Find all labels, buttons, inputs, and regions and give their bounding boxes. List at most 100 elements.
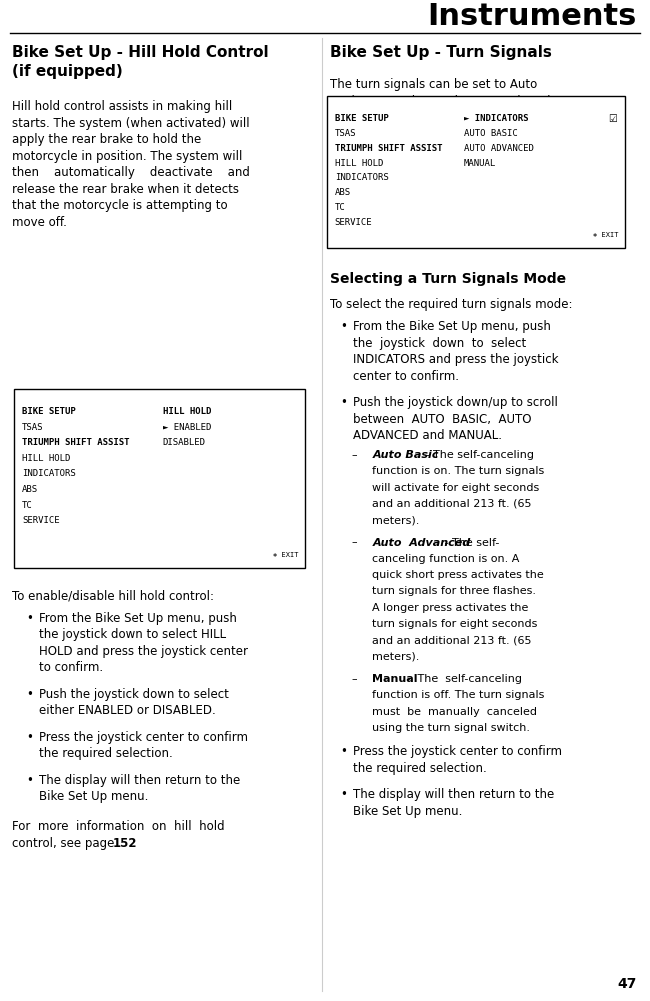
Text: The turn signals can be set to Auto: The turn signals can be set to Auto	[330, 78, 538, 91]
Text: AUTO BASIC: AUTO BASIC	[464, 129, 517, 138]
Text: HILL HOLD: HILL HOLD	[162, 407, 211, 416]
Text: •: •	[340, 320, 347, 333]
Text: –: –	[351, 450, 357, 459]
Text: From the Bike Set Up menu, push: From the Bike Set Up menu, push	[39, 612, 237, 625]
Text: TSAS: TSAS	[335, 129, 356, 138]
Text: A longer press activates the: A longer press activates the	[372, 603, 529, 613]
Text: INDICATORS: INDICATORS	[335, 173, 389, 182]
Text: •: •	[26, 731, 33, 744]
Text: ► ENABLED: ► ENABLED	[162, 422, 211, 431]
Text: function is off. The turn signals: function is off. The turn signals	[372, 691, 545, 701]
Text: quick short press activates the: quick short press activates the	[372, 571, 544, 581]
FancyBboxPatch shape	[14, 389, 305, 568]
Text: From the Bike Set Up menu, push: From the Bike Set Up menu, push	[353, 320, 551, 333]
Text: HILL HOLD: HILL HOLD	[335, 158, 383, 167]
Text: Bike Set Up menu.: Bike Set Up menu.	[39, 791, 148, 803]
Text: MANUAL: MANUAL	[464, 158, 496, 167]
Text: function is on. The turn signals: function is on. The turn signals	[372, 466, 545, 476]
Text: To enable/disable hill hold control:: To enable/disable hill hold control:	[12, 590, 214, 603]
Text: and an additional 213 ft. (65: and an additional 213 ft. (65	[372, 498, 532, 509]
Text: Bike Set Up - Turn Signals: Bike Set Up - Turn Signals	[330, 45, 552, 60]
Text: to confirm.: to confirm.	[39, 662, 103, 674]
Text: .: .	[129, 837, 133, 850]
Text: ⎈ EXIT: ⎈ EXIT	[593, 232, 618, 238]
Text: ABS: ABS	[22, 485, 38, 493]
Text: move off.: move off.	[12, 215, 66, 228]
Text: TRIUMPH SHIFT ASSIST: TRIUMPH SHIFT ASSIST	[22, 438, 129, 447]
Text: the joystick down to select HILL: the joystick down to select HILL	[39, 629, 226, 641]
Text: using the turn signal switch.: using the turn signal switch.	[372, 723, 530, 733]
Text: •: •	[26, 612, 33, 625]
Text: Push the joystick down/up to scroll: Push the joystick down/up to scroll	[353, 396, 558, 409]
Text: meters).: meters).	[372, 516, 420, 526]
Text: •: •	[340, 789, 347, 802]
Text: •: •	[26, 774, 33, 787]
Text: will activate for eight seconds: will activate for eight seconds	[372, 482, 540, 492]
Text: Press the joystick center to confirm: Press the joystick center to confirm	[39, 731, 248, 744]
Text: release the rear brake when it detects: release the rear brake when it detects	[12, 182, 239, 195]
Text: The display will then return to the: The display will then return to the	[39, 774, 240, 787]
Text: Bike Set Up menu.: Bike Set Up menu.	[353, 805, 462, 818]
Text: must  be  manually  canceled: must be manually canceled	[372, 707, 538, 717]
Text: between  AUTO  BASIC,  AUTO: between AUTO BASIC, AUTO	[353, 412, 532, 425]
Text: Press the joystick center to confirm: Press the joystick center to confirm	[353, 746, 562, 759]
Text: TC: TC	[22, 500, 33, 510]
FancyBboxPatch shape	[327, 96, 625, 248]
Text: ⎈ EXIT: ⎈ EXIT	[273, 552, 298, 558]
Text: Auto  Advanced: Auto Advanced	[372, 538, 471, 548]
Text: turn signals for eight seconds: turn signals for eight seconds	[372, 619, 538, 629]
Text: •: •	[340, 746, 347, 759]
Text: •: •	[26, 688, 33, 701]
Text: meters).: meters).	[372, 652, 420, 662]
Text: 152: 152	[112, 837, 136, 850]
Text: center to confirm.: center to confirm.	[353, 370, 459, 382]
Text: Selecting a Turn Signals Mode: Selecting a Turn Signals Mode	[330, 272, 566, 286]
Text: SERVICE: SERVICE	[22, 517, 60, 525]
Text: The display will then return to the: The display will then return to the	[353, 789, 554, 802]
Text: Instruments: Instruments	[428, 2, 637, 31]
Text: the  joystick  down  to  select: the joystick down to select	[353, 336, 526, 349]
Text: Push the joystick down to select: Push the joystick down to select	[39, 688, 229, 701]
Text: –: –	[351, 538, 357, 548]
Text: To select the required turn signals mode:: To select the required turn signals mode…	[330, 298, 573, 311]
Text: SERVICE: SERVICE	[335, 218, 372, 227]
Text: 47: 47	[618, 977, 637, 991]
Text: For  more  information  on  hill  hold: For more information on hill hold	[12, 820, 224, 833]
Text: -  The  self-canceling: - The self-canceling	[403, 674, 522, 684]
Text: Bike Set Up - Hill Hold Control: Bike Set Up - Hill Hold Control	[12, 45, 268, 60]
Text: AUTO ADVANCED: AUTO ADVANCED	[464, 144, 534, 153]
Text: either ENABLED or DISABLED.: either ENABLED or DISABLED.	[39, 705, 216, 717]
Text: TSAS: TSAS	[22, 422, 44, 431]
Text: ☑: ☑	[608, 114, 617, 124]
Text: •: •	[340, 396, 347, 409]
Text: TC: TC	[335, 203, 346, 212]
Text: DISABLED: DISABLED	[162, 438, 206, 447]
Text: INDICATORS: INDICATORS	[22, 469, 76, 478]
Text: HILL HOLD: HILL HOLD	[22, 454, 70, 462]
Text: that the motorcycle is attempting to: that the motorcycle is attempting to	[12, 199, 227, 212]
Text: - The self-: - The self-	[441, 538, 499, 548]
Text: BIKE SETUP: BIKE SETUP	[22, 407, 76, 416]
Text: ADVANCED and MANUAL.: ADVANCED and MANUAL.	[353, 429, 502, 442]
Text: control, see page: control, see page	[12, 837, 118, 850]
Text: - The self-canceling: - The self-canceling	[422, 450, 534, 459]
Text: BIKE SETUP: BIKE SETUP	[335, 114, 389, 123]
Text: Hill hold control assists in making hill: Hill hold control assists in making hill	[12, 100, 232, 113]
Text: motorcycle in position. The system will: motorcycle in position. The system will	[12, 149, 242, 162]
Text: ► INDICATORS: ► INDICATORS	[464, 114, 528, 123]
Text: TRIUMPH SHIFT ASSIST: TRIUMPH SHIFT ASSIST	[335, 144, 442, 153]
Text: starts. The system (when activated) will: starts. The system (when activated) will	[12, 116, 250, 129]
Text: Auto Basic: Auto Basic	[372, 450, 439, 459]
Text: (if equipped): (if equipped)	[12, 64, 122, 79]
Text: Manual: Manual	[372, 674, 418, 684]
Text: –: –	[351, 674, 357, 684]
Text: the required selection.: the required selection.	[39, 747, 173, 760]
Text: turn signals for three flashes.: turn signals for three flashes.	[372, 587, 536, 597]
Text: then    automatically    deactivate    and: then automatically deactivate and	[12, 166, 250, 179]
Text: Basic, Auto Advanced or Manual mode.: Basic, Auto Advanced or Manual mode.	[330, 94, 562, 107]
Text: the required selection.: the required selection.	[353, 762, 487, 775]
Text: ABS: ABS	[335, 188, 351, 197]
Text: and an additional 213 ft. (65: and an additional 213 ft. (65	[372, 636, 532, 646]
Text: INDICATORS and press the joystick: INDICATORS and press the joystick	[353, 353, 558, 366]
Text: apply the rear brake to hold the: apply the rear brake to hold the	[12, 133, 201, 146]
